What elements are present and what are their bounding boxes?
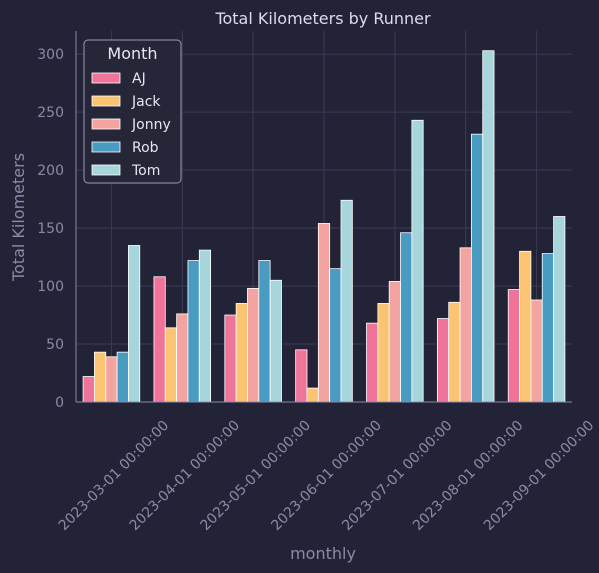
legend-label-tom: Tom	[131, 163, 160, 179]
legend-label-jonny: Jonny	[131, 117, 171, 133]
bar-jonny-2	[247, 287, 260, 403]
y-axis-label: Total Kilometers	[9, 153, 28, 282]
bar-rob-4	[400, 232, 413, 403]
legend-label-rob: Rob	[132, 140, 159, 156]
chart-title: Total Kilometers by Runner	[214, 9, 431, 28]
bar-tom-5	[482, 50, 495, 403]
bar-jonny-5	[459, 247, 472, 403]
legend-swatch-aj	[91, 72, 121, 84]
bar-rob-2	[258, 260, 271, 403]
bar-rob-3	[329, 268, 342, 403]
bar-jack-0	[94, 351, 107, 403]
legend-title: Month	[107, 44, 157, 63]
bar-aj-3	[295, 349, 308, 403]
bar-rob-6	[541, 253, 554, 403]
y-tick-label: 250	[37, 105, 64, 121]
bar-jack-1	[164, 327, 178, 403]
bar-aj-4	[366, 322, 379, 403]
legend-swatch-jack	[91, 95, 121, 107]
bar-jonny-0	[105, 356, 118, 403]
y-tick-label: 50	[46, 337, 64, 353]
bar-tom-4	[411, 119, 424, 403]
legend-swatch-jonny	[91, 118, 121, 130]
bar-jack-4	[377, 303, 390, 403]
bar-aj-0	[82, 376, 95, 403]
axes	[75, 31, 572, 403]
legend-swatch-tom	[91, 164, 121, 176]
bar-jack-5	[448, 301, 461, 403]
bar-tom-2	[269, 279, 282, 403]
bar-jack-2	[235, 303, 248, 403]
bar-aj-6	[507, 289, 520, 403]
bar-aj-5	[436, 318, 450, 403]
y-tick-label: 150	[37, 221, 64, 237]
bars	[82, 50, 566, 403]
bar-rob-5	[470, 133, 484, 403]
legend-swatch-rob	[91, 141, 121, 153]
bar-tom-1	[198, 249, 212, 403]
bar-tom-6	[553, 216, 566, 403]
x-axis-label: monthly	[290, 544, 356, 563]
y-tick-label: 100	[37, 279, 64, 295]
bar-tom-0	[128, 245, 141, 403]
legend-label-jack: Jack	[131, 94, 161, 110]
bar-aj-1	[153, 276, 166, 403]
legend-label-aj: AJ	[132, 71, 146, 87]
bar-rob-1	[187, 260, 200, 403]
bar-jack-6	[519, 250, 532, 403]
legend: Month AJ Jack Jonny Rob Tom	[83, 39, 182, 184]
bar-jack-3	[306, 387, 319, 403]
y-tick-label: 200	[37, 163, 64, 179]
y-tick-label: 0	[55, 395, 64, 411]
bar-jonny-3	[317, 223, 331, 403]
bar-tom-3	[340, 199, 353, 403]
bar-jonny-1	[176, 313, 189, 403]
bar-jonny-4	[388, 281, 401, 403]
bar-rob-0	[116, 351, 129, 403]
bar-jonny-6	[530, 299, 543, 403]
y-tick-label: 300	[37, 47, 64, 63]
bar-aj-2	[224, 314, 237, 403]
